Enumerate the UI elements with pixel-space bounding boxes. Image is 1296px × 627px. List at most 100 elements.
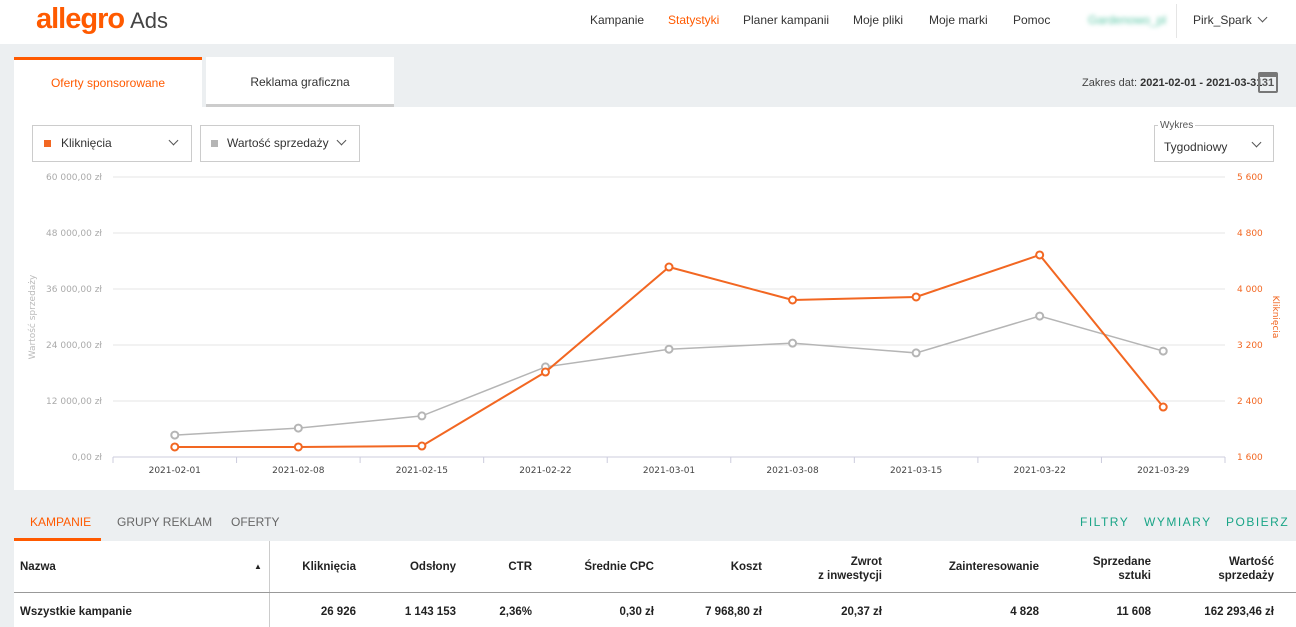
- header-divider: [14, 592, 1296, 593]
- nav-moje-pliki[interactable]: Moje pliki: [853, 13, 904, 27]
- y-tick-right: 4 000: [1237, 285, 1263, 295]
- y-tick-right: 2 400: [1237, 397, 1263, 407]
- col-wartosc-line1: Wartość: [1229, 556, 1274, 568]
- tab-oferty-sponsorowane[interactable]: Oferty sponsorowane: [14, 57, 202, 107]
- data-point: [293, 442, 303, 452]
- divider: [1176, 4, 1177, 38]
- cell-koszt: 7 968,80 zł: [705, 606, 762, 618]
- sort-asc-icon[interactable]: ▲: [254, 562, 262, 571]
- col-nazwa[interactable]: Nazwa: [20, 561, 56, 573]
- data-point: [293, 423, 303, 433]
- calendar-icon[interactable]: 31: [1258, 72, 1278, 93]
- col-klikniecia[interactable]: Kliknięcia: [302, 561, 356, 573]
- x-tick-label: 2021-02-01: [149, 466, 201, 476]
- x-tick-label: 2021-02-08: [272, 466, 325, 476]
- data-point: [1035, 250, 1045, 260]
- logo-suffix: Ads: [130, 8, 169, 33]
- tab-oferty[interactable]: OFERTY: [231, 515, 280, 529]
- series-line-wartosc: [174, 315, 1164, 436]
- wymiary-button[interactable]: WYMIARY: [1144, 515, 1212, 529]
- col-wartosc-sprzedazy[interactable]: Wartość sprzedaży: [1218, 555, 1274, 583]
- x-tick-label: 2021-03-22: [1014, 466, 1066, 476]
- tab-reklama-graficzna[interactable]: Reklama graficzna: [206, 57, 394, 107]
- col-sprzedane-line2: sztuki: [1118, 570, 1151, 582]
- data-point: [170, 430, 180, 440]
- chart-panel: [14, 107, 1296, 490]
- tab-grupy-reklam[interactable]: GRUPY REKLAM: [117, 515, 213, 529]
- cell-sprzedane: 11 608: [1116, 606, 1151, 618]
- y-tick-left: 48 000,00 zł: [46, 229, 102, 239]
- data-point: [170, 442, 180, 452]
- col-sprzedane-sztuki[interactable]: Sprzedane sztuki: [1093, 555, 1151, 583]
- nav-statystyki[interactable]: Statystyki: [668, 13, 720, 27]
- y-tick-left: 24 000,00 zł: [46, 341, 102, 351]
- data-point: [540, 367, 550, 377]
- y-tick-left: 0,00 zł: [72, 453, 103, 463]
- nav-moje-marki[interactable]: Moje marki: [929, 13, 988, 27]
- cell-wartosc: 162 293,46 zł: [1204, 606, 1274, 618]
- data-point: [1158, 346, 1168, 356]
- line-chart: 0,00 zł 1 600 12 000,00 zł 2 400 24 000,00 z…: [27, 173, 1280, 476]
- data-point: [911, 348, 921, 358]
- pobierz-button[interactable]: POBIERZ: [1226, 515, 1290, 529]
- col-wartosc-line2: sprzedaży: [1218, 570, 1274, 582]
- y-tick-right: 1 600: [1237, 453, 1263, 463]
- top-bar: allegro Ads Kampanie Statystyki Planer ka…: [0, 0, 1296, 44]
- col-zwrot-line1: Zwrot: [850, 556, 882, 568]
- y-tick-left: 36 000,00 zł: [46, 285, 102, 295]
- cell-srednie-cpc: 0,30 zł: [619, 606, 654, 618]
- col-srednie-cpc[interactable]: Średnie CPC: [584, 561, 654, 573]
- metric1-value: Kliknięcia: [61, 136, 112, 150]
- nav-kampanie[interactable]: Kampanie: [590, 13, 645, 27]
- x-tick-label: 2021-02-22: [519, 466, 571, 476]
- nav-pomoc[interactable]: Pomoc: [1013, 13, 1051, 27]
- data-point: [788, 295, 798, 305]
- metric2-select[interactable]: Wartość sprzedaży: [200, 125, 360, 162]
- col-zwrot[interactable]: Zwrot z inwestycji: [818, 555, 882, 583]
- column-divider: [269, 541, 270, 627]
- tab-kampanie[interactable]: KAMPANIE: [30, 515, 92, 529]
- x-tick-label: 2021-03-01: [643, 466, 695, 476]
- metric1-select[interactable]: Kliknięcia: [32, 125, 192, 162]
- cell-ctr: 2,36%: [499, 606, 532, 618]
- row-name[interactable]: Wszystkie kampanie: [20, 606, 132, 618]
- chart-period-value: Tygodniowy: [1164, 140, 1228, 154]
- orange-square-icon: [44, 140, 51, 147]
- campaign-table: [14, 541, 1296, 627]
- chart-period-label: Wykres: [1158, 120, 1196, 131]
- col-zwrot-line2: z inwestycji: [818, 570, 882, 582]
- date-range: Zakres dat: 2021-02-01 - 2021-03-31: [1082, 77, 1262, 89]
- data-point: [417, 411, 427, 421]
- active-tab-underline: [14, 538, 101, 541]
- user-menu[interactable]: Pirk_Spark: [1193, 13, 1252, 27]
- y-tick-right: 4 800: [1237, 229, 1263, 239]
- allegro-ads-logo[interactable]: allegro Ads: [36, 3, 168, 36]
- data-point: [911, 292, 921, 302]
- col-ctr[interactable]: CTR: [508, 561, 532, 573]
- col-koszt[interactable]: Koszt: [730, 561, 762, 573]
- cell-klikniecia: 26 926: [320, 606, 356, 618]
- y-tick-left: 60 000,00 zł: [46, 173, 102, 183]
- y-tick-right: 3 200: [1237, 341, 1263, 351]
- date-range-label: Zakres dat:: [1082, 77, 1138, 89]
- data-point: [788, 338, 798, 348]
- date-range-value: 2021-02-01 - 2021-03-31: [1140, 77, 1263, 89]
- y-tick-right: 5 600: [1237, 173, 1263, 183]
- metric2-value: Wartość sprzedaży: [227, 136, 329, 150]
- chart-period-select[interactable]: Tygodniowy: [1154, 125, 1274, 162]
- cell-odslony: 1 143 153: [404, 606, 456, 618]
- col-odslony[interactable]: Odsłony: [409, 561, 456, 573]
- y-tick-left: 12 000,00 zł: [46, 397, 102, 407]
- y-axis-label-left: Wartość sprzedaży: [27, 274, 38, 359]
- nav-planer-kampanii[interactable]: Planer kampanii: [743, 13, 830, 27]
- data-point: [417, 441, 427, 451]
- x-tick-label: 2021-03-08: [766, 466, 819, 476]
- logo-text: allegro: [36, 3, 125, 35]
- filtry-button[interactable]: FILTRY: [1080, 515, 1130, 529]
- x-tick-label: 2021-02-15: [396, 466, 448, 476]
- cell-zwrot: 20,37 zł: [841, 606, 882, 618]
- col-zainteresowanie[interactable]: Zainteresowanie: [948, 561, 1039, 573]
- data-point: [664, 262, 674, 272]
- gray-square-icon: [211, 140, 218, 147]
- x-tick-label: 2021-03-29: [1137, 466, 1190, 476]
